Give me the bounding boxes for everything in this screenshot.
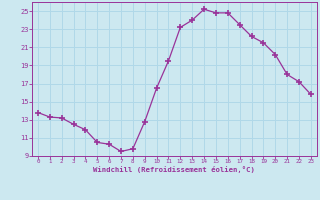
X-axis label: Windchill (Refroidissement éolien,°C): Windchill (Refroidissement éolien,°C): [93, 166, 255, 173]
